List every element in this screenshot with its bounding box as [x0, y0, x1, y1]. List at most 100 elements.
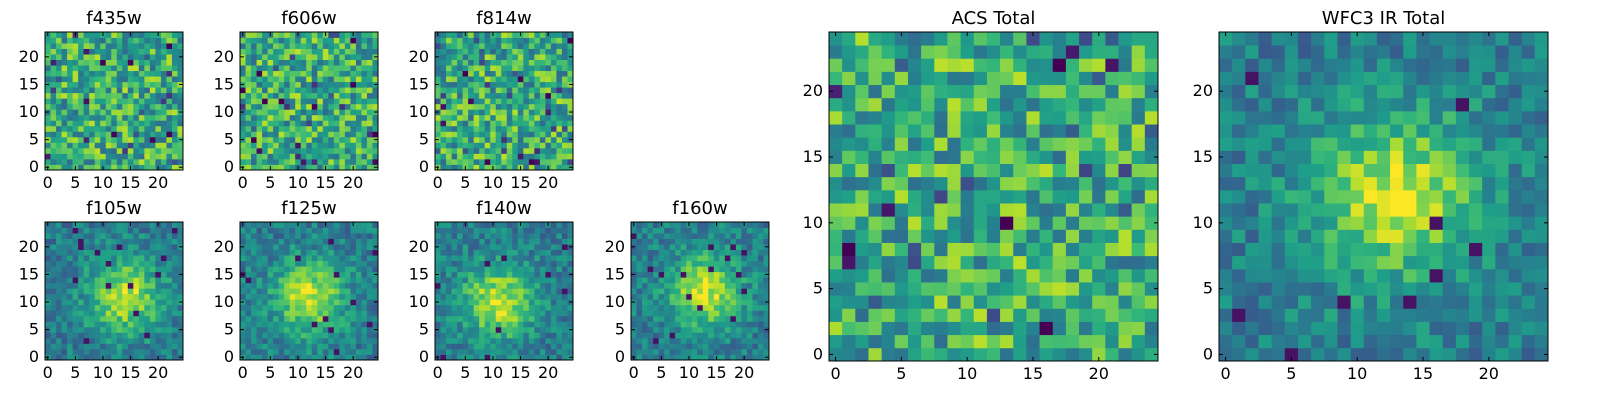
heatmap-cell	[78, 299, 85, 306]
heatmap-cell	[251, 136, 257, 143]
heatmap-cell	[100, 136, 107, 143]
heatmap-cell	[545, 271, 552, 278]
heatmap-cell	[545, 103, 552, 110]
heatmap-cell	[127, 120, 134, 127]
heatmap-cell	[829, 268, 843, 283]
heatmap-cell	[479, 255, 486, 262]
heatmap-cell	[517, 37, 524, 44]
heatmap-cell	[149, 164, 156, 171]
heatmap-cell	[278, 43, 285, 49]
heatmap-cell	[894, 242, 909, 257]
x-tick-label: 20	[734, 363, 754, 382]
heatmap-cell	[1105, 176, 1119, 191]
heatmap-cell	[556, 277, 563, 284]
heatmap-cell	[289, 343, 296, 350]
heatmap-cell	[506, 120, 513, 127]
heatmap-cell	[1118, 334, 1133, 349]
heatmap-cell	[328, 343, 335, 350]
heatmap-cell	[89, 81, 96, 88]
heatmap-cell	[719, 288, 726, 295]
heatmap-cell	[1065, 295, 1080, 309]
heatmap-cell	[534, 271, 541, 278]
heatmap-cell	[78, 48, 85, 55]
heatmap-cell	[94, 125, 101, 132]
heatmap-cell	[366, 260, 373, 267]
heatmap-cell	[328, 310, 335, 317]
heatmap-cell	[462, 70, 469, 77]
heatmap-cell	[149, 59, 156, 66]
heatmap-cell	[506, 249, 513, 256]
heatmap-cell	[339, 142, 346, 149]
heatmap-cell	[440, 158, 447, 165]
heatmap-cell	[484, 299, 491, 306]
heatmap-cell	[528, 288, 535, 295]
heatmap-cell	[355, 227, 362, 234]
heatmap-cell	[1079, 295, 1093, 309]
heatmap-cell	[45, 310, 51, 317]
heatmap-cell	[111, 70, 118, 77]
heatmap-cell	[61, 304, 68, 311]
heatmap-cell	[702, 255, 709, 262]
heatmap-cell	[539, 277, 546, 284]
heatmap-cell	[317, 282, 324, 289]
heatmap-cell	[506, 70, 513, 77]
heatmap-cell	[545, 37, 552, 44]
heatmap-cell	[127, 81, 134, 88]
heatmap-cell	[245, 293, 252, 300]
heatmap-cell	[317, 125, 324, 132]
heatmap-cell	[61, 98, 68, 105]
heatmap-cell	[506, 76, 513, 83]
heatmap-cell	[719, 260, 726, 267]
heatmap-cell	[251, 315, 257, 322]
heatmap-cell	[284, 304, 291, 311]
heatmap-cell	[539, 343, 546, 350]
heatmap-cell	[881, 321, 896, 336]
heatmap-cell	[111, 244, 118, 250]
heatmap-cell	[45, 131, 51, 138]
heatmap-cell	[83, 304, 90, 311]
heatmap-cell	[72, 227, 79, 234]
heatmap-cell	[111, 266, 118, 273]
heatmap-cell	[934, 321, 948, 336]
heatmap-cell	[868, 268, 883, 283]
heatmap-cell	[539, 76, 546, 83]
heatmap-cell	[171, 37, 178, 44]
heatmap-cell	[273, 277, 280, 284]
heatmap-cell	[116, 98, 123, 105]
heatmap-cell	[284, 70, 291, 77]
heatmap-cell	[735, 310, 742, 317]
heatmap-cell	[262, 332, 268, 339]
heatmap-cell	[446, 233, 452, 239]
heatmap-cell	[56, 98, 62, 105]
heatmap-cell	[256, 249, 263, 256]
heatmap-cell	[523, 260, 530, 267]
heatmap-cell	[256, 48, 263, 55]
heatmap-cell	[83, 142, 90, 149]
heatmap-cell	[567, 158, 574, 165]
heatmap-cell	[686, 310, 693, 317]
heatmap-cell	[339, 304, 346, 311]
heatmap-cell	[664, 238, 671, 245]
heatmap-cell	[111, 158, 118, 165]
heatmap-cell	[512, 114, 519, 121]
heatmap-cell	[56, 114, 62, 121]
heatmap-cell	[127, 65, 134, 72]
heatmap-cell	[680, 249, 687, 256]
heatmap-cell	[907, 163, 922, 178]
heatmap-cell	[1052, 203, 1067, 217]
heatmap-cell	[517, 136, 524, 143]
heatmap-cell	[289, 81, 296, 88]
heatmap-cell	[311, 43, 318, 49]
heatmap-cell	[534, 48, 541, 55]
heatmap-cell	[550, 310, 557, 317]
heatmap-cell	[763, 277, 770, 284]
heatmap-cell	[61, 310, 68, 317]
heatmap-cell	[278, 249, 285, 256]
heatmap-cell	[512, 125, 519, 132]
heatmap-cell	[322, 59, 329, 66]
heatmap-cell	[89, 114, 96, 121]
heatmap-cell	[350, 238, 357, 245]
heatmap-cell	[67, 293, 73, 300]
heatmap-cell	[344, 103, 351, 110]
